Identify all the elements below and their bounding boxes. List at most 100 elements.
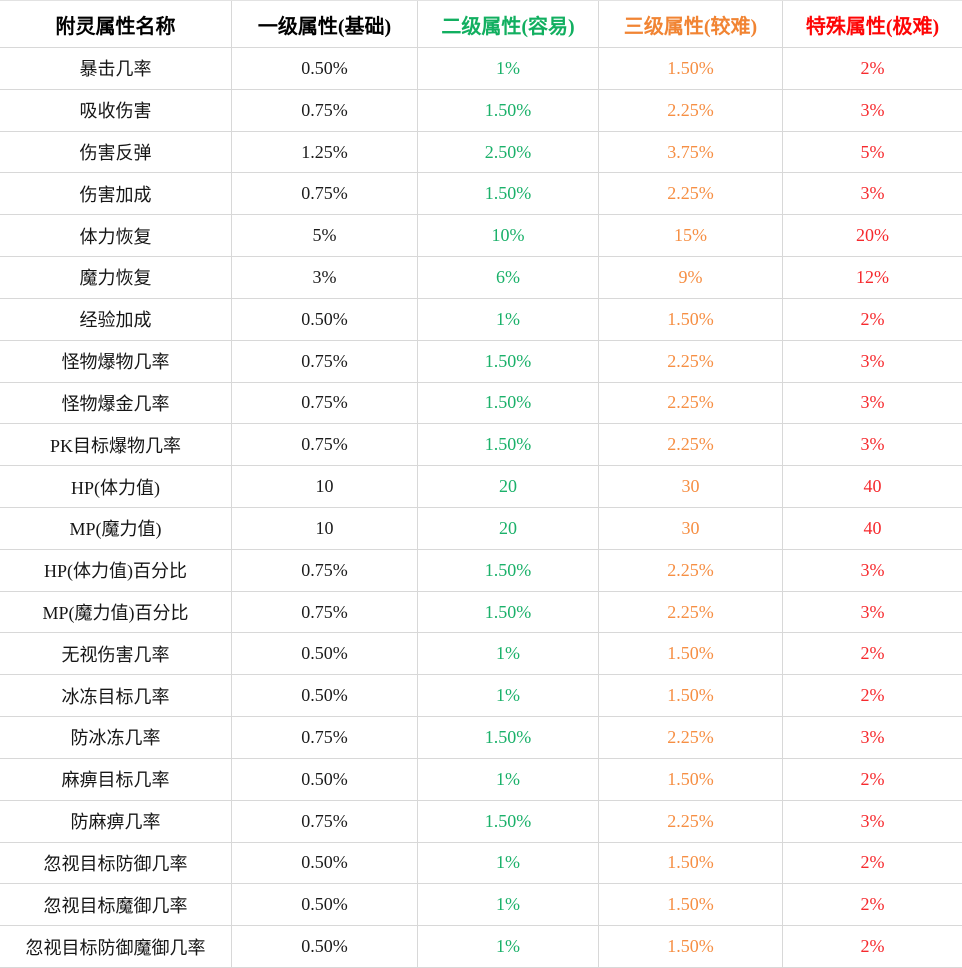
lv1-value-cell: 3%	[232, 257, 418, 299]
attr-name-cell: 伤害加成	[0, 173, 232, 216]
lv2-value-cell: 1%	[418, 758, 599, 801]
attr-name-cell: 怪物爆金几率	[0, 382, 232, 425]
lv3-value-cell: 30	[599, 466, 783, 508]
attr-name-cell: 伤害反弹	[0, 131, 232, 174]
lv3-value-cell: 2.25%	[599, 591, 783, 634]
attr-name-cell: MP(魔力值)百分比	[0, 591, 232, 634]
lv2-value-cell: 1%	[418, 842, 599, 885]
lv2-value-cell: 10%	[418, 215, 599, 258]
lv3-value-cell: 2.25%	[599, 549, 783, 592]
attr-name-cell: 体力恢复	[0, 215, 232, 258]
lv2-value-cell: 1.50%	[418, 800, 599, 843]
header-cell-lv3: 三级属性(较难)	[599, 1, 783, 48]
lv1-value-cell: 10	[232, 507, 418, 550]
special-value-cell: 20%	[783, 215, 962, 258]
lv3-value-cell: 1.50%	[599, 926, 783, 968]
lv3-value-cell: 2.25%	[599, 173, 783, 216]
attr-name-cell: 防麻痹几率	[0, 800, 232, 843]
lv3-value-cell: 2.25%	[599, 89, 783, 132]
special-value-cell: 3%	[783, 592, 962, 634]
attr-name-cell: 麻痹目标几率	[0, 758, 232, 801]
header-cell-special: 特殊属性(极难)	[783, 1, 962, 48]
special-value-cell: 12%	[783, 257, 962, 299]
special-value-cell: 3%	[783, 341, 962, 383]
special-value-cell: 2%	[783, 843, 962, 885]
special-value-cell: 3%	[783, 550, 962, 592]
lv3-value-cell: 9%	[599, 257, 783, 299]
lv3-value-cell: 2.25%	[599, 382, 783, 425]
lv1-value-cell: 0.50%	[232, 48, 418, 90]
lv1-value-cell: 0.75%	[232, 717, 418, 759]
special-value-cell: 2%	[783, 48, 962, 90]
lv3-value-cell: 1.50%	[599, 758, 783, 801]
attr-name-cell: 暴击几率	[0, 48, 232, 90]
special-value-cell: 2%	[783, 884, 962, 927]
attr-name-cell: 冰冻目标几率	[0, 675, 232, 718]
attr-name-cell: 忽视目标防御几率	[0, 842, 232, 885]
attr-name-cell: HP(体力值)百分比	[0, 549, 232, 592]
lv1-value-cell: 0.75%	[232, 340, 418, 383]
attr-name-cell: MP(魔力值)	[0, 507, 232, 550]
lv2-value-cell: 1.50%	[418, 549, 599, 592]
lv2-value-cell: 1%	[418, 675, 599, 718]
lv1-value-cell: 0.75%	[232, 173, 418, 216]
lv1-value-cell: 0.50%	[232, 842, 418, 885]
lv1-value-cell: 5%	[232, 215, 418, 258]
lv3-value-cell: 1.50%	[599, 884, 783, 927]
lv1-value-cell: 0.75%	[232, 89, 418, 132]
lv1-value-cell: 0.50%	[232, 633, 418, 676]
lv2-value-cell: 1.50%	[418, 173, 599, 216]
special-value-cell: 2%	[783, 926, 962, 968]
lv1-value-cell: 0.50%	[232, 926, 418, 968]
lv1-value-cell: 1.25%	[232, 131, 418, 174]
special-value-cell: 40	[783, 508, 962, 550]
attr-name-cell: 魔力恢复	[0, 257, 232, 299]
lv2-value-cell: 1%	[418, 884, 599, 927]
header-cell-name: 附灵属性名称	[0, 1, 232, 48]
lv3-value-cell: 1.50%	[599, 842, 783, 885]
lv1-value-cell: 0.50%	[232, 758, 418, 801]
special-value-cell: 3%	[783, 801, 962, 843]
attr-name-cell: 怪物爆物几率	[0, 340, 232, 383]
special-value-cell: 3%	[783, 173, 962, 216]
lv2-value-cell: 1.50%	[418, 340, 599, 383]
attr-name-cell: 无视伤害几率	[0, 633, 232, 676]
lv2-value-cell: 1%	[418, 48, 599, 90]
attr-name-cell: PK目标爆物几率	[0, 424, 232, 467]
lv2-value-cell: 1%	[418, 298, 599, 341]
lv2-value-cell: 1.50%	[418, 382, 599, 425]
lv3-value-cell: 15%	[599, 215, 783, 258]
lv2-value-cell: 1.50%	[418, 424, 599, 467]
special-value-cell: 3%	[783, 424, 962, 467]
attr-name-cell: 忽视目标防御魔御几率	[0, 926, 232, 968]
lv1-value-cell: 10	[232, 466, 418, 508]
lv3-value-cell: 1.50%	[599, 298, 783, 341]
lv2-value-cell: 1%	[418, 633, 599, 676]
attr-name-cell: 忽视目标魔御几率	[0, 884, 232, 927]
lv3-value-cell: 2.25%	[599, 800, 783, 843]
lv1-value-cell: 0.50%	[232, 675, 418, 718]
lv3-value-cell: 2.25%	[599, 424, 783, 467]
special-value-cell: 2%	[783, 759, 962, 801]
lv3-value-cell: 1.50%	[599, 48, 783, 90]
lv1-value-cell: 0.75%	[232, 424, 418, 467]
lv3-value-cell: 1.50%	[599, 675, 783, 718]
attr-name-cell: 经验加成	[0, 298, 232, 341]
special-value-cell: 3%	[783, 90, 962, 132]
lv1-value-cell: 0.50%	[232, 298, 418, 341]
lv1-value-cell: 0.75%	[232, 800, 418, 843]
lv2-value-cell: 1%	[418, 926, 599, 968]
lv2-value-cell: 2.50%	[418, 131, 599, 174]
special-value-cell: 2%	[783, 299, 962, 341]
attr-name-cell: 防冰冻几率	[0, 717, 232, 759]
lv1-value-cell: 0.75%	[232, 591, 418, 634]
lv3-value-cell: 30	[599, 507, 783, 550]
lv3-value-cell: 3.75%	[599, 131, 783, 174]
lv3-value-cell: 2.25%	[599, 717, 783, 759]
attr-name-cell: 吸收伤害	[0, 89, 232, 132]
special-value-cell: 3%	[783, 383, 962, 425]
lv3-value-cell: 1.50%	[599, 633, 783, 676]
lv2-value-cell: 20	[418, 466, 599, 508]
special-value-cell: 2%	[783, 633, 962, 676]
